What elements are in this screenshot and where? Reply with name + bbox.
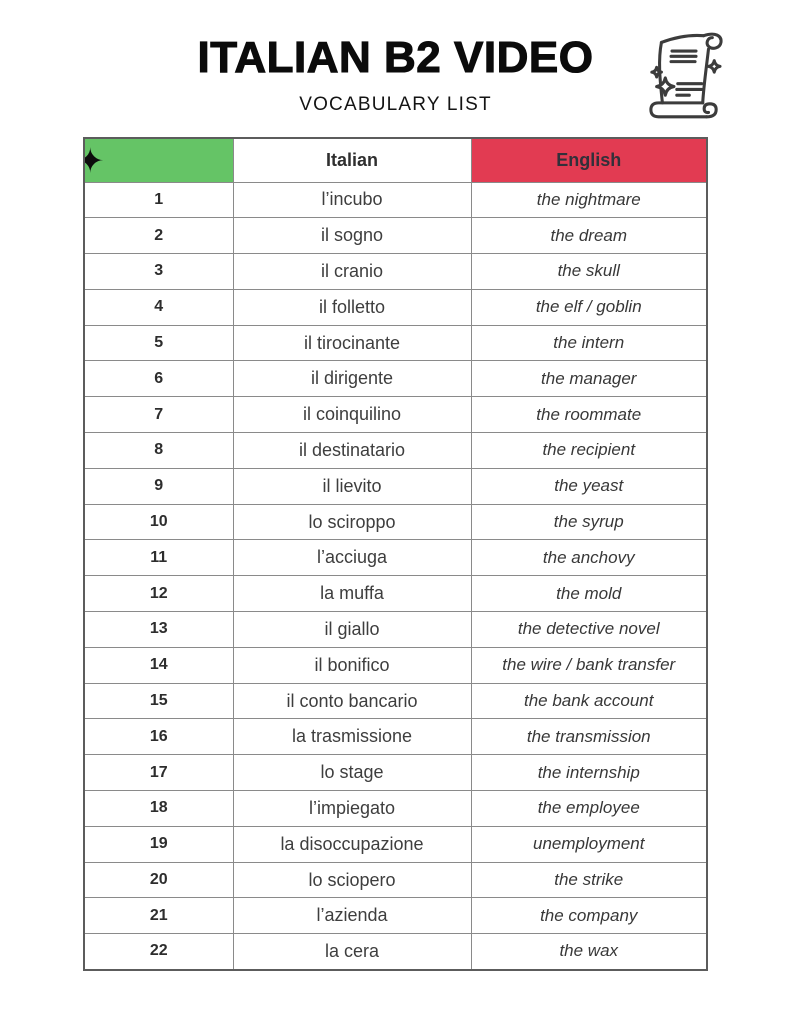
table-row: 17 lo stage the internship <box>83 754 708 792</box>
english-translation: the anchovy <box>470 539 708 577</box>
italian-word: il sogno <box>232 217 472 255</box>
table-row: 22 la cera the wax <box>83 933 708 971</box>
english-translation: the dream <box>470 217 708 255</box>
italian-word: il dirigente <box>232 360 472 398</box>
italian-word: l’impiegato <box>232 790 472 827</box>
italian-word: l’azienda <box>232 897 472 935</box>
row-number: 14 <box>83 646 234 684</box>
table-row: 21 l’azienda the company <box>83 897 708 935</box>
english-translation: the roommate <box>470 396 708 434</box>
english-translation: the elf / goblin <box>470 288 708 326</box>
sparkle-icon: ✦ <box>85 145 105 179</box>
row-number: 15 <box>83 682 234 720</box>
row-number: 6 <box>83 360 234 398</box>
table-row: 2 il sogno the dream <box>83 217 708 255</box>
table-row: 18 l’impiegato the employee <box>83 790 708 827</box>
italian-word: il bonifico <box>232 646 472 684</box>
english-translation: unemployment <box>470 825 708 863</box>
english-column-header: English <box>470 137 708 183</box>
table-row: 6 il dirigente the manager <box>83 360 708 398</box>
english-translation: the strike <box>470 861 708 899</box>
english-translation: the wire / bank transfer <box>470 646 708 684</box>
header-row: ✦ Italian English <box>83 137 708 183</box>
table-row: 1 l’incubo the nightmare <box>83 181 708 219</box>
english-translation: the intern <box>470 324 708 362</box>
table-row: 13 il giallo the detective novel <box>83 611 708 648</box>
italian-word: il cranio <box>232 253 472 290</box>
english-translation: the mold <box>470 575 708 613</box>
number-column-header: ✦ <box>83 137 234 183</box>
italian-word: lo sciroppo <box>232 503 472 541</box>
table-row: 15 il conto bancario the bank account <box>83 682 708 720</box>
row-number: 20 <box>83 861 234 899</box>
english-translation: the recipient <box>470 432 708 469</box>
italian-word: lo stage <box>232 754 472 792</box>
italian-word: il coinquilino <box>232 396 472 434</box>
italian-word: il folletto <box>232 288 472 326</box>
table-row: 10 lo sciroppo the syrup <box>83 503 708 541</box>
row-number: 9 <box>83 467 234 505</box>
italian-column-header: Italian <box>232 137 472 183</box>
row-number: 12 <box>83 575 234 613</box>
english-translation: the transmission <box>470 718 708 756</box>
row-number: 10 <box>83 503 234 541</box>
row-number: 5 <box>83 324 234 362</box>
italian-word: il lievito <box>232 467 472 505</box>
italian-word: il tirocinante <box>232 324 472 362</box>
table-row: 3 il cranio the skull <box>83 253 708 290</box>
row-number: 1 <box>83 181 234 219</box>
italian-word: il destinatario <box>232 432 472 469</box>
table-row: 20 lo sciopero the strike <box>83 861 708 899</box>
table-row: 11 l’acciuga the anchovy <box>83 539 708 577</box>
row-number: 11 <box>83 539 234 577</box>
row-number: 22 <box>83 933 234 971</box>
english-translation: the nightmare <box>470 181 708 219</box>
english-translation: the employee <box>470 790 708 827</box>
row-number: 16 <box>83 718 234 756</box>
english-translation: the internship <box>470 754 708 792</box>
italian-word: la muffa <box>232 575 472 613</box>
table-row: 4 il folletto the elf / goblin <box>83 288 708 326</box>
table-row: 14 il bonifico the wire / bank transfer <box>83 646 708 684</box>
row-number: 19 <box>83 825 234 863</box>
table-row: 19 la disoccupazione unemployment <box>83 825 708 863</box>
row-number: 2 <box>83 217 234 255</box>
italian-word: il conto bancario <box>232 682 472 720</box>
italian-word: l’incubo <box>232 181 472 219</box>
row-number: 3 <box>83 253 234 290</box>
english-translation: the manager <box>470 360 708 398</box>
row-number: 13 <box>83 611 234 648</box>
scroll-icon <box>649 32 723 119</box>
english-translation: the wax <box>470 933 708 971</box>
row-number: 21 <box>83 897 234 935</box>
english-translation: the detective novel <box>470 611 708 648</box>
english-translation: the syrup <box>470 503 708 541</box>
table-row: 12 la muffa the mold <box>83 575 708 613</box>
english-translation: the bank account <box>470 682 708 720</box>
row-number: 8 <box>83 432 234 469</box>
italian-word: il giallo <box>232 611 472 648</box>
table-row: 9 il lievito the yeast <box>83 467 708 505</box>
row-number: 17 <box>83 754 234 792</box>
italian-word: lo sciopero <box>232 861 472 899</box>
italian-word: la trasmissione <box>232 718 472 756</box>
english-translation: the skull <box>470 253 708 290</box>
italian-word: l’acciuga <box>232 539 472 577</box>
italian-word: la disoccupazione <box>232 825 472 863</box>
english-translation: the company <box>470 897 708 935</box>
table-row: 8 il destinatario the recipient <box>83 432 708 469</box>
italian-word: la cera <box>232 933 472 971</box>
english-translation: the yeast <box>470 467 708 505</box>
row-number: 18 <box>83 790 234 827</box>
page-subtitle: VOCABULARY LIST <box>299 94 492 115</box>
table-row: 7 il coinquilino the roommate <box>83 396 708 434</box>
row-number: 7 <box>83 396 234 434</box>
page-title: ITALIAN B2 VIDEO <box>197 32 594 82</box>
table-row: 5 il tirocinante the intern <box>83 324 708 362</box>
row-number: 4 <box>83 288 234 326</box>
table-row: 16 la trasmissione the transmission <box>83 718 708 756</box>
